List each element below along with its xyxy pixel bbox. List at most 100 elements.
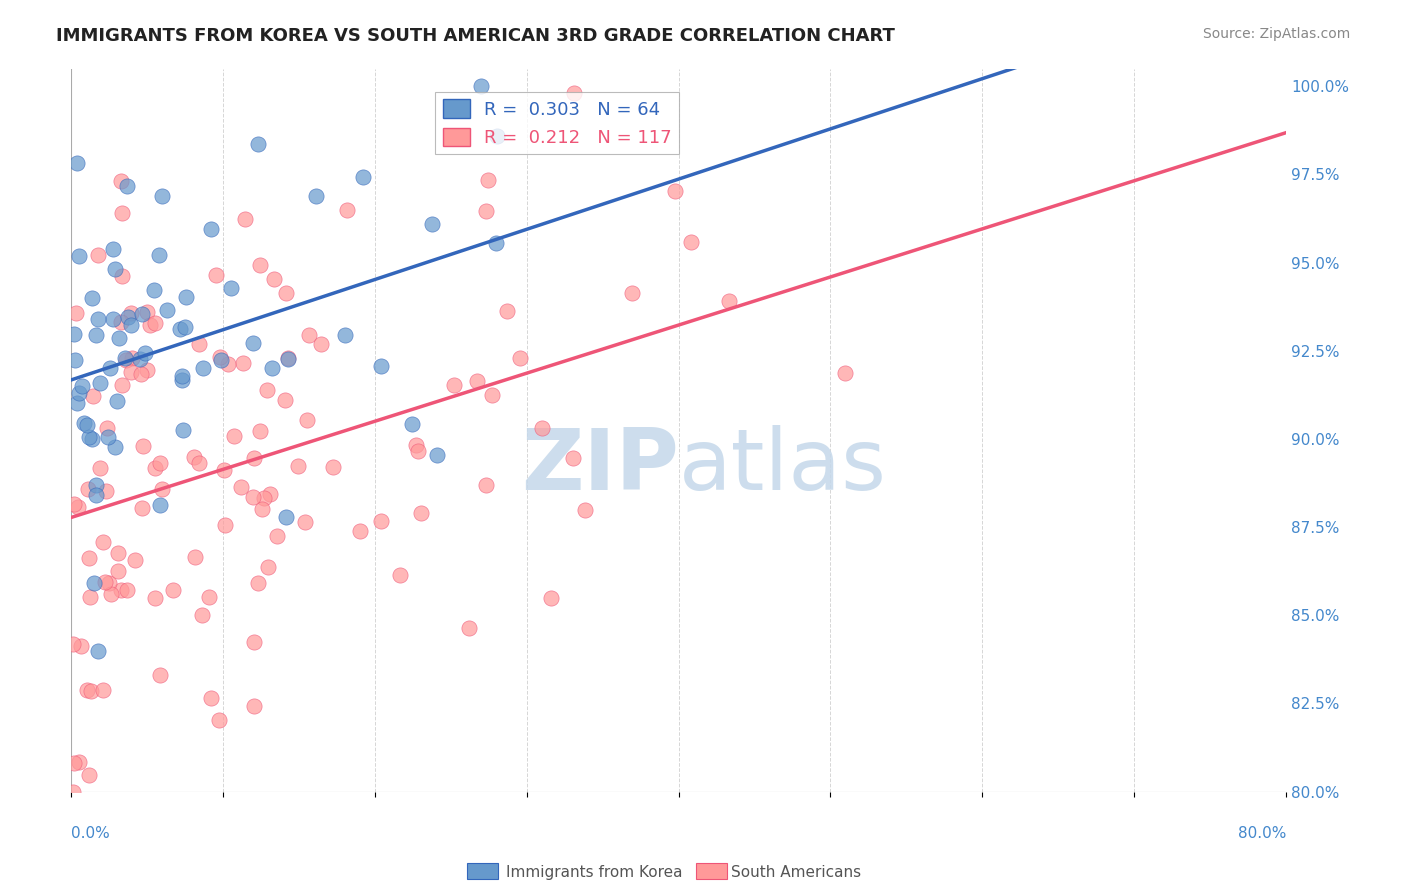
Point bbox=[304, 189, 326, 203]
Point bbox=[79, 590, 101, 604]
Point bbox=[311, 337, 333, 351]
Point bbox=[247, 575, 270, 590]
Point bbox=[370, 359, 392, 373]
Point bbox=[422, 217, 444, 231]
Point bbox=[426, 448, 449, 462]
Point bbox=[263, 272, 285, 286]
Point bbox=[242, 450, 264, 465]
Point bbox=[336, 202, 359, 217]
Point bbox=[149, 456, 172, 470]
Point bbox=[679, 235, 702, 250]
Point bbox=[115, 179, 138, 194]
Point bbox=[172, 373, 194, 387]
Point bbox=[370, 514, 392, 528]
Point bbox=[110, 174, 132, 188]
Point bbox=[193, 360, 215, 375]
Point bbox=[148, 248, 170, 262]
Point bbox=[91, 682, 114, 697]
Point bbox=[143, 316, 166, 330]
Point bbox=[214, 518, 236, 533]
Legend: R =  0.303   N = 64, R =  0.212   N = 117: R = 0.303 N = 64, R = 0.212 N = 117 bbox=[436, 92, 679, 154]
Point bbox=[408, 444, 430, 458]
Point bbox=[101, 242, 124, 256]
Point bbox=[67, 755, 90, 769]
Point bbox=[62, 784, 84, 798]
Point bbox=[277, 351, 299, 366]
Point bbox=[110, 315, 132, 329]
Point bbox=[63, 756, 86, 770]
Point bbox=[352, 170, 374, 185]
Point bbox=[208, 350, 231, 364]
Point bbox=[405, 437, 427, 451]
Point bbox=[349, 524, 371, 538]
Point bbox=[297, 328, 319, 343]
Point bbox=[80, 433, 103, 447]
Point bbox=[485, 129, 508, 144]
Point bbox=[129, 367, 152, 381]
Point bbox=[135, 363, 157, 377]
Point bbox=[287, 459, 309, 474]
Point bbox=[111, 378, 134, 392]
Point bbox=[219, 281, 242, 295]
Point bbox=[231, 480, 253, 494]
Point bbox=[129, 351, 152, 366]
Point bbox=[252, 491, 274, 506]
Point bbox=[217, 357, 239, 371]
Point bbox=[65, 306, 87, 320]
Point bbox=[443, 378, 465, 392]
Point bbox=[65, 352, 87, 367]
Point bbox=[475, 477, 498, 491]
Point bbox=[150, 482, 173, 496]
Point bbox=[174, 290, 197, 304]
Point bbox=[465, 374, 488, 388]
Point bbox=[540, 591, 562, 605]
Point bbox=[388, 567, 411, 582]
Point bbox=[294, 516, 316, 530]
Point bbox=[222, 429, 245, 443]
Point bbox=[266, 528, 288, 542]
Point bbox=[145, 591, 167, 606]
Point bbox=[252, 501, 274, 516]
Point bbox=[104, 440, 127, 454]
Text: South Americans: South Americans bbox=[731, 865, 862, 880]
Point bbox=[197, 591, 219, 605]
Point bbox=[156, 303, 179, 318]
Point bbox=[169, 322, 191, 336]
Point bbox=[150, 188, 173, 202]
Point bbox=[97, 430, 120, 444]
Point bbox=[94, 484, 117, 499]
Point bbox=[470, 79, 492, 94]
Point bbox=[249, 258, 271, 272]
Point bbox=[131, 500, 153, 515]
Point bbox=[200, 691, 222, 706]
Point bbox=[105, 393, 128, 408]
Point bbox=[232, 356, 254, 370]
Point bbox=[79, 430, 101, 444]
Point bbox=[574, 503, 596, 517]
Point bbox=[77, 551, 100, 566]
Point bbox=[62, 637, 84, 651]
Point bbox=[138, 318, 160, 333]
Point bbox=[531, 421, 554, 435]
Point bbox=[70, 640, 93, 654]
Point bbox=[136, 305, 159, 319]
Point bbox=[200, 222, 222, 236]
Point bbox=[477, 173, 499, 187]
Point bbox=[149, 498, 172, 512]
Point bbox=[107, 546, 129, 560]
Point bbox=[184, 550, 207, 565]
Point bbox=[80, 684, 103, 698]
Point bbox=[484, 236, 506, 251]
Point bbox=[242, 491, 264, 505]
Point bbox=[82, 389, 104, 403]
Text: 80.0%: 80.0% bbox=[1237, 826, 1286, 841]
Point bbox=[162, 582, 184, 597]
Text: IMMIGRANTS FROM KOREA VS SOUTH AMERICAN 3RD GRADE CORRELATION CHART: IMMIGRANTS FROM KOREA VS SOUTH AMERICAN … bbox=[56, 27, 896, 45]
Point bbox=[84, 328, 107, 343]
Point bbox=[481, 388, 503, 402]
Text: Source: ZipAtlas.com: Source: ZipAtlas.com bbox=[1202, 27, 1350, 41]
Point bbox=[260, 360, 283, 375]
Point bbox=[110, 582, 132, 597]
Point bbox=[247, 136, 270, 151]
Point bbox=[124, 553, 146, 567]
